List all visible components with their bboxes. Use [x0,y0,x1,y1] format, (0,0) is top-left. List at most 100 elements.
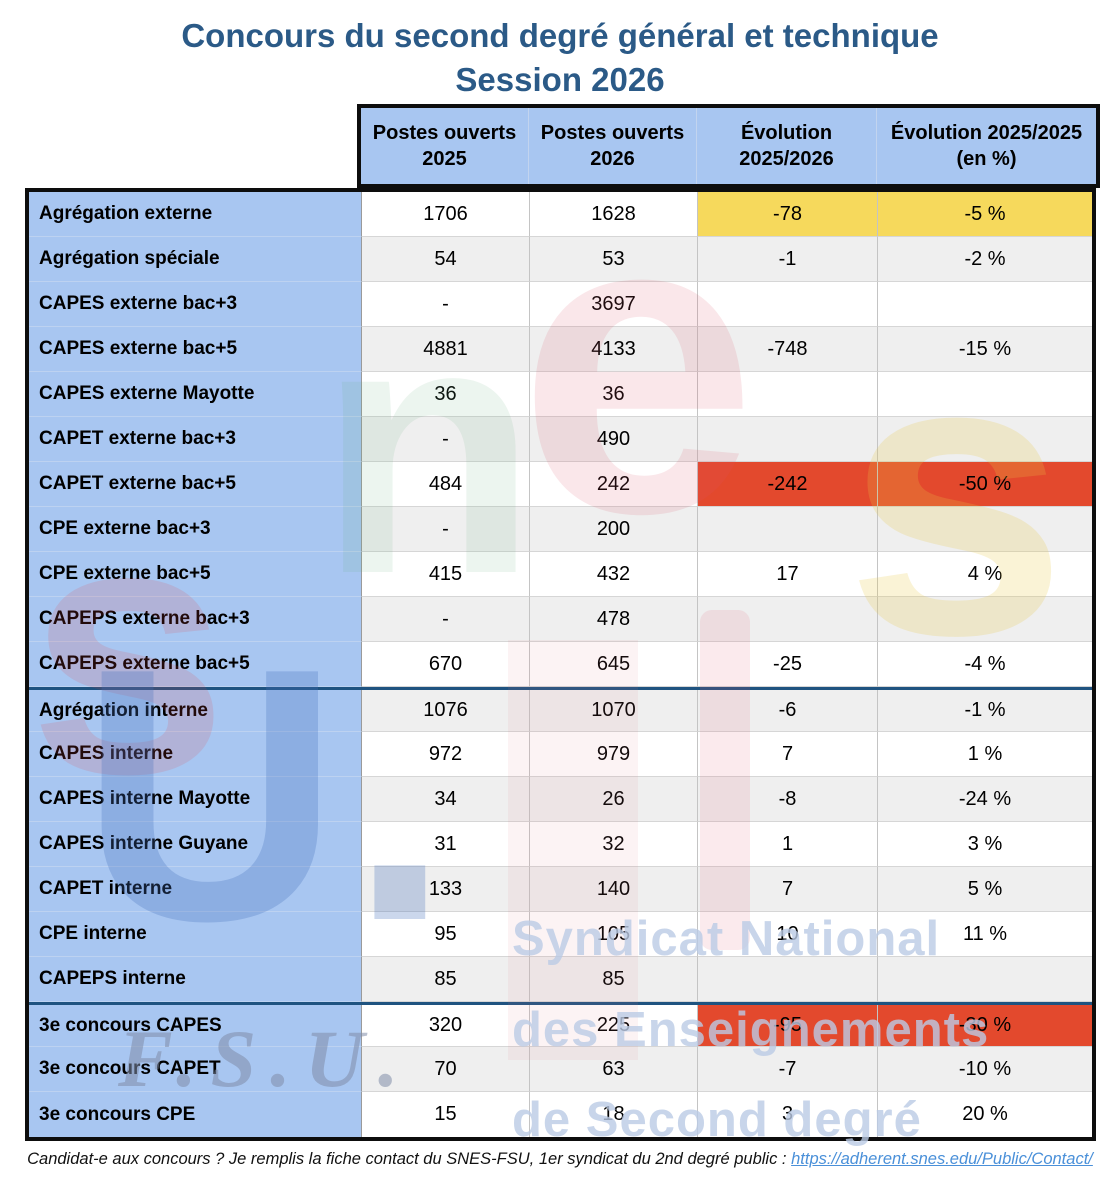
cell-evolution-abs: -95 [698,1005,878,1047]
cell-postes-2026: 26 [530,777,698,822]
cell-evolution-pct: 1 % [878,732,1092,777]
cell-postes-2026: 1628 [530,192,698,237]
cell-evolution-pct [878,417,1092,462]
footer-contact-link[interactable]: https://adherent.snes.edu/Public/Contact… [791,1150,1093,1168]
cell-evolution-abs: -6 [698,690,878,732]
cell-evolution-abs [698,417,878,462]
row-label: CAPES externe Mayotte [29,372,362,417]
cell-evolution-abs: -8 [698,777,878,822]
row-label: CAPES interne Guyane [29,822,362,867]
cell-postes-2026: 432 [530,552,698,597]
cell-evolution-abs [698,957,878,1002]
cell-postes-2026: 36 [530,372,698,417]
row-label: CAPET externe bac+3 [29,417,362,462]
cell-postes-2025: 34 [362,777,530,822]
cell-evolution-pct [878,507,1092,552]
table-row: 3e concours CAPET 70 63 -7 -10 % [29,1047,1092,1092]
table-row: CAPEPS externe bac+5 670 645 -25 -4 % [29,642,1092,687]
table-row: CAPET externe bac+5 484 242 -242 -50 % [29,462,1092,507]
cell-postes-2026: 53 [530,237,698,282]
cell-postes-2025: - [362,507,530,552]
table-row: 3e concours CAPES 320 225 -95 -30 % [29,1002,1092,1047]
cell-postes-2025: 70 [362,1047,530,1092]
row-label: Agrégation interne [29,690,362,732]
table-row: CAPES externe bac+3-3697 [29,282,1092,327]
cell-postes-2026: 85 [530,957,698,1002]
cell-postes-2025: 1706 [362,192,530,237]
row-label: 3e concours CAPES [29,1005,362,1047]
cell-postes-2026: 3697 [530,282,698,327]
cell-evolution-abs: 17 [698,552,878,597]
cell-postes-2026: 225 [530,1005,698,1047]
table-row: CAPET interne 133 140 7 5 % [29,867,1092,912]
cell-postes-2025: 54 [362,237,530,282]
page-title-line2: Session 2026 [455,60,665,98]
cell-postes-2026: 478 [530,597,698,642]
row-label: CAPEPS externe bac+5 [29,642,362,687]
cell-postes-2025: - [362,282,530,327]
cell-postes-2026: 63 [530,1047,698,1092]
cell-evolution-pct: -15 % [878,327,1092,372]
row-label: CAPEPS interne [29,957,362,1002]
row-label: CAPES externe bac+3 [29,282,362,327]
table-header-cell-evolution-abs: Évolution 2025/2026 [696,108,876,184]
cell-evolution-abs: 1 [698,822,878,867]
cell-postes-2025: - [362,597,530,642]
page-title: Concours du second degré général et tech… [0,14,1120,101]
cell-postes-2025: 31 [362,822,530,867]
table-row: CAPES interne 972 979 7 1 % [29,732,1092,777]
cell-evolution-abs [698,597,878,642]
table-row: CAPEPS externe bac+3-478 [29,597,1092,642]
cell-postes-2025: 415 [362,552,530,597]
table-header: Postes ouverts 2025 Postes ouverts 2026 … [357,104,1100,188]
cell-evolution-pct: 20 % [878,1092,1092,1137]
cell-evolution-abs: -1 [698,237,878,282]
cell-postes-2025: - [362,417,530,462]
cell-evolution-pct: -5 % [878,192,1092,237]
cell-postes-2026: 200 [530,507,698,552]
footer-text: Candidat-e aux concours ? Je remplis la … [27,1150,792,1168]
cell-postes-2025: 133 [362,867,530,912]
table-header-cell-postes-2026: Postes ouverts 2026 [528,108,696,184]
cell-postes-2025: 320 [362,1005,530,1047]
table-row: CPE externe bac+3-200 [29,507,1092,552]
cell-evolution-pct: -30 % [878,1005,1092,1047]
cell-evolution-abs [698,372,878,417]
cell-postes-2026: 645 [530,642,698,687]
cell-postes-2026: 1070 [530,690,698,732]
cell-evolution-pct: -4 % [878,642,1092,687]
cell-postes-2026: 490 [530,417,698,462]
cell-evolution-pct: 11 % [878,912,1092,957]
cell-evolution-pct: -24 % [878,777,1092,822]
cell-postes-2026: 32 [530,822,698,867]
cell-postes-2025: 484 [362,462,530,507]
footer-note: Candidat-e aux concours ? Je remplis la … [0,1150,1120,1169]
cell-postes-2025: 15 [362,1092,530,1137]
row-label: CAPES externe bac+5 [29,327,362,372]
cell-postes-2025: 1076 [362,690,530,732]
cell-evolution-abs: -748 [698,327,878,372]
cell-postes-2025: 972 [362,732,530,777]
cell-evolution-abs [698,507,878,552]
cell-postes-2026: 979 [530,732,698,777]
table-row: CAPEPS interne 85 85 [29,957,1092,1002]
row-label: 3e concours CAPET [29,1047,362,1092]
cell-postes-2026: 242 [530,462,698,507]
cell-evolution-pct [878,957,1092,1002]
cell-postes-2025: 95 [362,912,530,957]
row-label: CAPEPS externe bac+3 [29,597,362,642]
row-label: Agrégation spéciale [29,237,362,282]
cell-postes-2026: 140 [530,867,698,912]
row-label: CPE externe bac+3 [29,507,362,552]
cell-evolution-abs [698,282,878,327]
table-row: Agrégation externe 1706 1628 -78 -5 % [29,192,1092,237]
table-row: CAPES interne Guyane 31 32 1 3 % [29,822,1092,867]
table-row: 3e concours CPE 15 18 3 20 % [29,1092,1092,1137]
cell-postes-2026: 105 [530,912,698,957]
cell-postes-2026: 18 [530,1092,698,1137]
table-body: Agrégation externe 1706 1628 -78 -5 % Agrégat… [25,188,1096,1141]
table-row: Agrégation spéciale 54 53 -1 -2 % [29,237,1092,282]
cell-evolution-abs: -25 [698,642,878,687]
cell-evolution-abs: 10 [698,912,878,957]
